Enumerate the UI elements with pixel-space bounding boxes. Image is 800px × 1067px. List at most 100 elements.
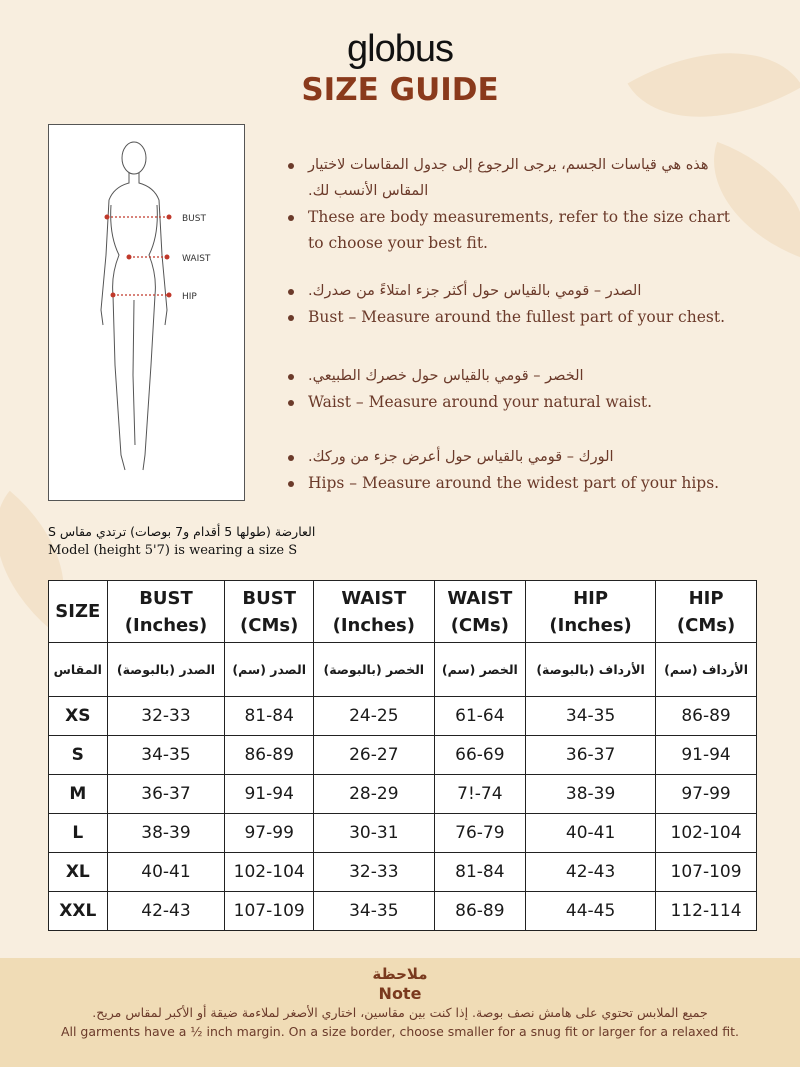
measurement-cell: 97-99 [655,774,757,814]
column-header: BUST (Inches) [106,580,226,643]
note-text-en: All garments have a ½ inch margin. On a … [60,1024,740,1039]
measurement-cell: 38-39 [106,813,226,853]
body-outline-illustration: BUST WAIST HIP [100,141,211,471]
header-unit: (CMs) [240,614,299,636]
measurement-cell: 66-69 [433,735,527,775]
column-header-ar: الصدر (بالبوصة) [106,642,226,697]
header-label: WAIST [447,587,513,609]
header-row-ar: المقاس الصدر (بالبوصة) الصدر (سم) الخصر (با… [48,642,757,697]
measurement-cell: 42-43 [525,852,657,892]
table-row: L 38-39 97-99 30-31 76-79 40-41 102-104 [48,813,757,853]
body-measurement-figure: BUST WAIST HIP [48,124,245,501]
note-section: ملاحظة Note جميع الملابس تحتوي على هامش … [0,958,800,1067]
measurement-cell: 86-89 [224,735,314,775]
column-header-ar: الأرداف (سم) [655,642,757,697]
note-text-ar: جميع الملابس تحتوي على هامش نصف بوصة. إذ… [92,1005,708,1020]
bust-label: BUST [182,214,206,224]
measurement-cell: 107-109 [224,891,314,931]
waist-label: WAIST [182,254,211,264]
measurement-cell: 112-114 [655,891,757,931]
measurement-cell: 40-41 [106,852,226,892]
model-info: العارضة (طولها 5 أقدام و7 بوصات) ترتدي م… [48,522,315,560]
measurement-cell: 61-64 [433,696,527,736]
model-info-ar: العارضة (طولها 5 أقدام و7 بوصات) ترتدي م… [48,524,316,539]
header-label: SIZE [55,601,101,622]
measurement-cell: 91-94 [224,774,314,814]
header-row: SIZE BUST (Inches) BUST (CMs) WAIST (Inches) WA… [48,580,757,643]
measurement-cell: 34-35 [525,696,657,736]
header-label: WAIST [341,587,407,609]
hip-instruction-en: Hips – Measure around the widest part of… [285,470,735,496]
measurement-cell: 91-94 [655,735,757,775]
instruction-en: These are body measurements, refer to th… [285,204,735,256]
column-header: WAIST (Inches) [313,580,435,643]
column-header: SIZE [48,580,108,643]
header-label: BUST [139,587,193,609]
measurement-cell: 34-35 [313,891,435,931]
bust-instruction-ar: الصدر – قومي بالقياس حول أكثر جزء امتلاء… [285,278,735,304]
header-unit: (CMs) [450,614,509,636]
measurement-cell: 97-99 [224,813,314,853]
measurement-cell: 102-104 [224,852,314,892]
measurement-instructions: هذه هي قياسات الجسم، يرجى الرجوع إلى جدو… [285,152,735,496]
size-chart-table: SIZE BUST (Inches) BUST (CMs) WAIST (Inches) WA… [48,580,757,931]
size-cell: XS [48,696,108,736]
size-cell: XL [48,852,108,892]
column-header: HIP (Inches) [525,580,657,643]
measurement-cell: 86-89 [433,891,527,931]
measurement-cell: 102-104 [655,813,757,853]
measurement-cell: 81-84 [224,696,314,736]
header-unit: (Inches) [124,614,208,636]
size-cell: S [48,735,108,775]
header-label: HIP [688,587,724,609]
hip-instruction-ar: الورك – قومي بالقياس حول أعرض جزء من ورك… [285,444,735,470]
measurement-cell: 81-84 [433,852,527,892]
measurement-cell: 32-33 [106,696,226,736]
size-cell: XXL [48,891,108,931]
table-row: XL 40-41 102-104 32-33 81-84 42-43 107-109 [48,852,757,892]
header-unit: (Inches) [332,614,415,636]
model-info-en: Model (height 5'7) is wearing a size S [48,543,298,558]
measurement-cell: 34-35 [106,735,226,775]
measurement-cell: 26-27 [313,735,435,775]
measurement-cell: 40-41 [525,813,657,853]
column-header: HIP (CMs) [655,580,757,643]
measurement-cell: 86-89 [655,696,757,736]
column-header-ar: الأرداف (بالبوصة) [525,642,657,697]
table-row: M 36-37 91-94 28-29 7!-74 38-39 97-99 [48,774,757,814]
measurement-cell: 24-25 [313,696,435,736]
waist-instruction-en: Waist – Measure around your natural wais… [285,389,735,415]
header-label: HIP [573,587,609,609]
column-header: BUST (CMs) [224,580,314,643]
table-row: S 34-35 86-89 26-27 66-69 36-37 91-94 [48,735,757,775]
measurement-cell: 76-79 [433,813,527,853]
measurement-cell: 42-43 [106,891,226,931]
measurement-cell: 38-39 [525,774,657,814]
table-row: XXL 42-43 107-109 34-35 86-89 44-45 112-114 [48,891,757,931]
column-header: WAIST (CMs) [433,580,527,643]
instruction-ar: هذه هي قياسات الجسم، يرجى الرجوع إلى جدو… [285,152,735,204]
measurement-cell: 44-45 [525,891,657,931]
column-header-ar: المقاس [48,642,108,697]
hip-label: HIP [182,292,197,302]
page-title: SIZE GUIDE [301,72,499,108]
size-cell: L [48,813,108,853]
header-unit: (CMs) [676,614,736,636]
measurement-cell: 28-29 [313,774,435,814]
note-title-ar: ملاحظة [372,965,428,983]
note-title-en: Note [378,984,422,1003]
measurement-cell: 36-37 [106,774,226,814]
table-row: XS 32-33 81-84 24-25 61-64 34-35 86-89 [48,696,757,736]
column-header-ar: الخصر (سم) [433,642,527,697]
header-label: BUST [242,587,296,609]
measurement-cell: 30-31 [313,813,435,853]
header-unit: (Inches) [549,614,632,636]
measurement-cell: 107-109 [655,852,757,892]
brand-logo: globus [347,28,454,70]
size-cell: M [48,774,108,814]
measurement-cell: 7!-74 [433,774,527,814]
column-header-ar: الخصر (بالبوصة) [313,642,435,697]
waist-instruction-ar: الخصر – قومي بالقياس حول خصرك الطبيعي. [285,363,735,389]
bust-instruction-en: Bust – Measure around the fullest part o… [285,304,735,330]
measurement-cell: 36-37 [525,735,657,775]
